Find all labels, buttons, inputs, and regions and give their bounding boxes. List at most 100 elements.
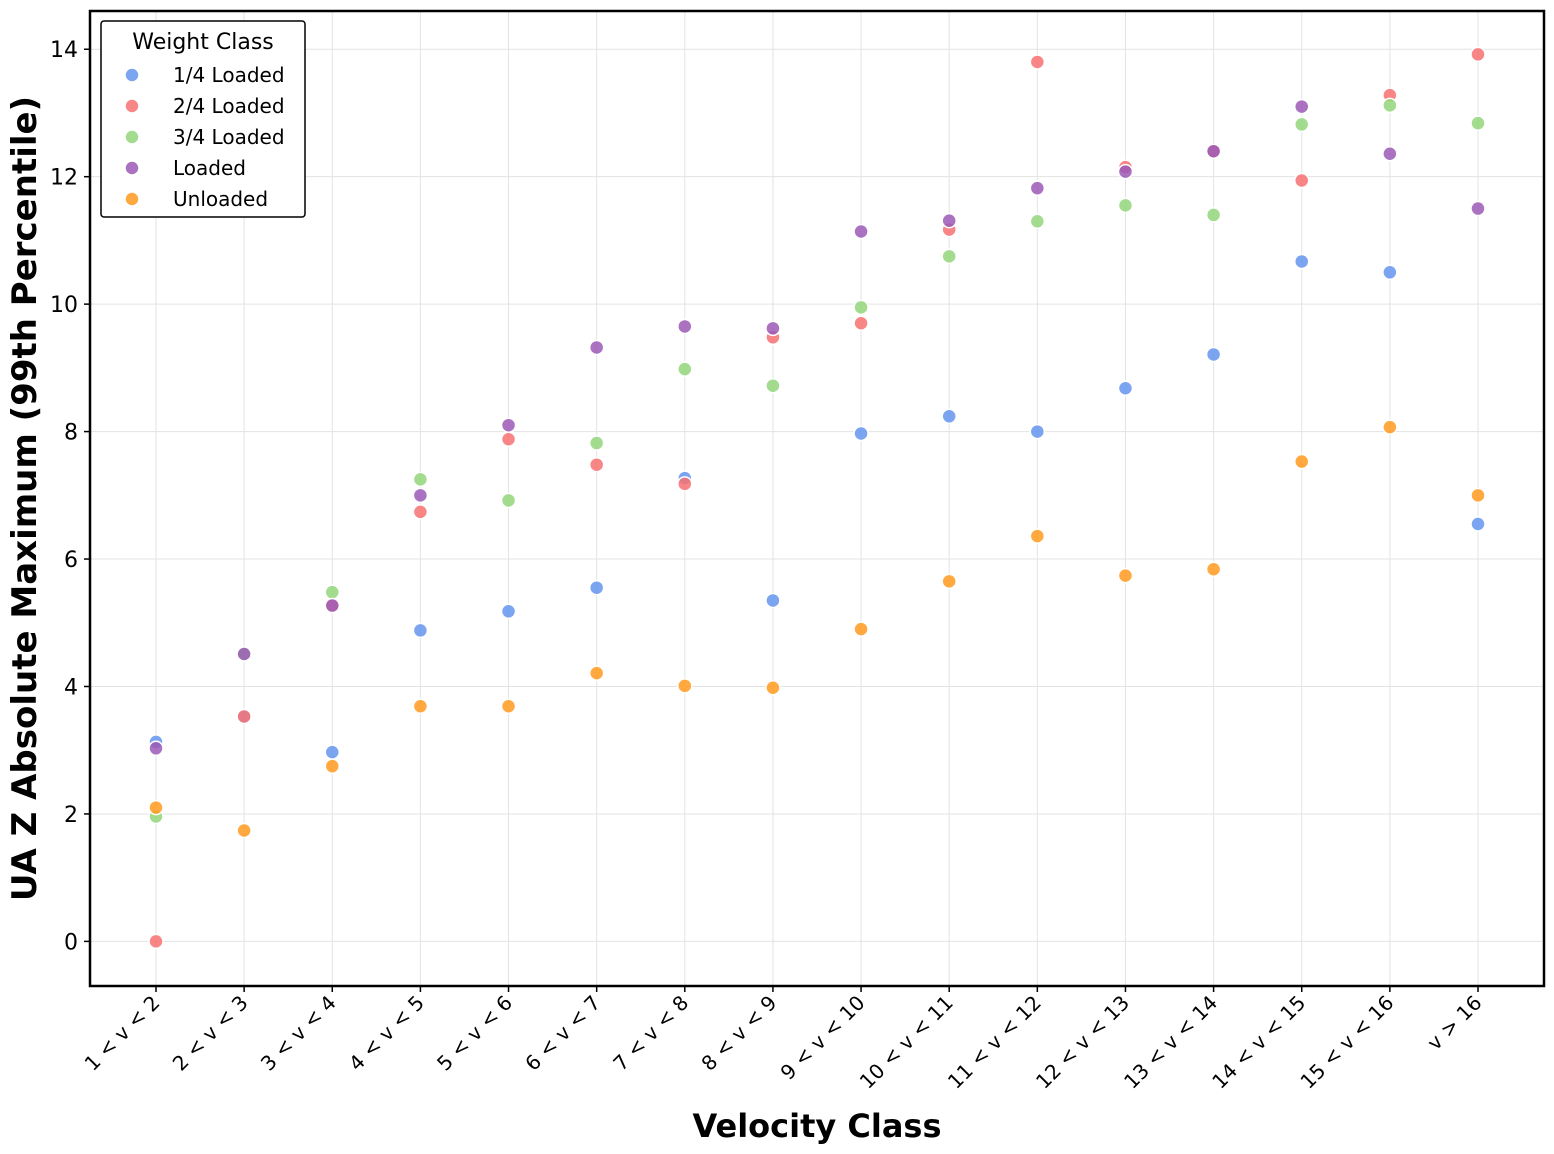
y-tick-label: 10 <box>50 293 78 318</box>
x-tick-label: 14 < v < 15 <box>1207 991 1310 1094</box>
data-point <box>148 799 164 816</box>
grid-lines <box>90 11 1544 986</box>
data-point <box>1205 346 1222 363</box>
x-tick-label: 12 < v < 13 <box>1031 991 1134 1094</box>
data-point <box>500 417 517 433</box>
legend-marker <box>124 160 140 176</box>
data-point <box>588 665 605 681</box>
data-point <box>236 646 252 662</box>
x-tick-label: 7 < v < 8 <box>608 991 693 1076</box>
data-point <box>588 579 605 596</box>
data-point <box>853 299 869 316</box>
legend-box <box>100 20 306 218</box>
data-point <box>236 708 252 725</box>
data-points <box>148 46 1486 950</box>
data-point <box>765 377 781 394</box>
x-tick-label: v > 16 <box>1422 991 1486 1055</box>
data-point <box>941 573 957 590</box>
data-point <box>765 680 781 696</box>
data-point <box>941 212 957 229</box>
series-2-4-loaded <box>148 46 1486 950</box>
data-point <box>1205 207 1222 223</box>
data-point <box>324 758 341 774</box>
legend-marker <box>124 129 140 145</box>
data-point <box>677 318 693 335</box>
x-axis-label: Velocity Class <box>692 1107 941 1145</box>
legend-marker <box>124 98 140 114</box>
legend-marker <box>124 67 140 83</box>
data-point <box>1117 163 1134 180</box>
legend-label: Unloaded <box>173 187 268 211</box>
x-tick-label: 8 < v < 9 <box>696 991 781 1076</box>
x-tick-label: 4 < v < 5 <box>344 991 429 1076</box>
data-point <box>941 408 957 425</box>
data-point <box>1382 97 1398 114</box>
y-tick-label: 14 <box>50 38 78 63</box>
x-tick-label: 3 < v < 4 <box>256 991 341 1076</box>
data-point <box>588 456 605 473</box>
data-point <box>941 248 957 265</box>
data-point <box>1382 419 1398 435</box>
x-tick-label: 2 < v < 3 <box>168 991 253 1076</box>
legend-title: Weight Class <box>132 30 274 55</box>
y-tick-label: 2 <box>64 803 78 828</box>
legend-label: 2/4 Loaded <box>173 94 285 118</box>
legend: Weight Class 1/4 Loaded 2/4 Loaded 3/4 Loa… <box>100 20 306 218</box>
data-point <box>412 698 429 714</box>
data-point <box>1470 46 1486 63</box>
x-tick-label: 6 < v < 7 <box>520 991 605 1076</box>
data-point <box>1205 561 1222 577</box>
data-point <box>500 492 517 509</box>
x-tick-label: 11 < v < 12 <box>943 991 1046 1094</box>
x-tick-label: 10 < v < 11 <box>855 991 958 1094</box>
data-point <box>1117 380 1134 397</box>
data-point <box>853 425 869 442</box>
data-point <box>1293 453 1310 470</box>
data-point <box>500 603 517 620</box>
data-point <box>1117 197 1134 214</box>
data-point <box>500 698 517 714</box>
data-point <box>765 592 781 609</box>
data-point <box>1029 528 1046 544</box>
series-1-4-loaded <box>148 253 1486 760</box>
y-axis-ticks: 0 2 4 6 8 10 12 14 <box>50 38 90 955</box>
series-unloaded <box>148 419 1486 839</box>
data-point <box>588 435 605 451</box>
series-3-4-loaded <box>148 97 1486 825</box>
data-point <box>324 597 341 614</box>
data-point <box>677 678 693 694</box>
y-tick-label: 12 <box>50 166 78 191</box>
y-tick-label: 6 <box>64 548 78 573</box>
x-tick-label: 13 < v < 14 <box>1119 991 1222 1094</box>
data-point <box>1382 264 1398 281</box>
data-point <box>500 431 517 447</box>
data-point <box>1470 487 1486 504</box>
data-point <box>765 320 781 337</box>
legend-marker <box>124 191 140 207</box>
data-point <box>588 339 605 356</box>
data-point <box>412 504 429 520</box>
data-point <box>677 476 693 492</box>
data-point <box>148 933 164 950</box>
data-point <box>324 584 341 600</box>
data-point <box>148 740 164 757</box>
data-point <box>1382 145 1398 162</box>
data-point <box>412 487 429 504</box>
series-loaded <box>148 98 1486 757</box>
legend-label: 1/4 Loaded <box>173 63 285 87</box>
data-point <box>236 822 252 839</box>
y-axis-label: UA Z Absolute Maximum (99th Percentile) <box>5 96 45 901</box>
data-point <box>412 471 429 488</box>
data-point <box>1470 200 1486 217</box>
data-point <box>853 621 869 637</box>
data-point <box>1029 180 1046 196</box>
data-point <box>1205 143 1222 159</box>
x-tick-label: 9 < v < 10 <box>776 991 870 1085</box>
x-tick-label: 1 < v < 2 <box>80 991 165 1076</box>
data-point <box>1470 516 1486 532</box>
y-tick-label: 0 <box>64 930 78 955</box>
data-point <box>1293 116 1310 133</box>
